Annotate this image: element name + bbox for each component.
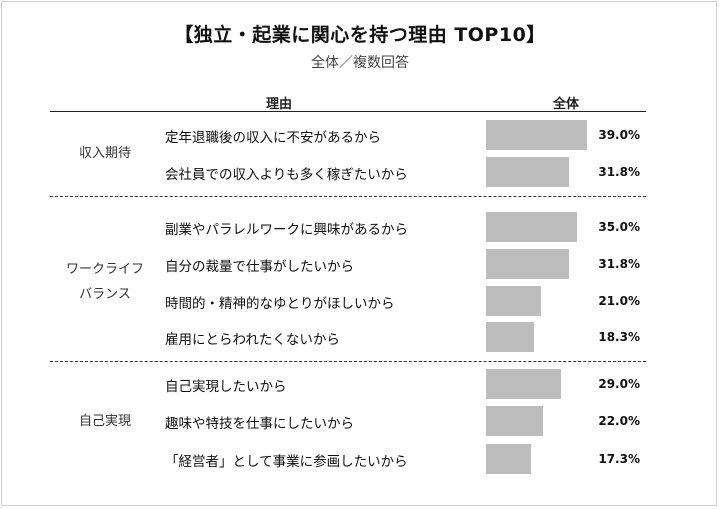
bar-track	[486, 120, 590, 150]
bar	[486, 369, 562, 399]
bar-track	[486, 322, 590, 352]
reason-label: 定年退職後の収入に不安があるから	[165, 130, 381, 146]
group-label: 自己実現	[78, 414, 131, 429]
value-column-header: 全体	[553, 97, 580, 112]
group-label: 収入期待	[78, 146, 131, 161]
bar-track	[486, 444, 590, 474]
reason-label: 雇用にとらわれたくないから	[165, 332, 340, 348]
bar-track	[486, 286, 590, 316]
group-divider	[50, 361, 646, 362]
bar-track	[486, 406, 590, 436]
group-label: ワークライフ バランス	[65, 262, 144, 302]
reason-label: 「経営者」として事業に参画したいから	[165, 454, 408, 470]
bar-track	[486, 212, 590, 242]
reason-label: 副業やパラレルワークに興味があるから	[165, 222, 408, 238]
bar	[486, 406, 544, 436]
value-label: 31.8%	[598, 165, 640, 179]
bar-track	[486, 369, 590, 399]
value-label: 39.0%	[598, 128, 640, 142]
value-label: 29.0%	[598, 377, 640, 391]
bar	[486, 286, 541, 316]
value-label: 22.0%	[598, 414, 640, 428]
bar	[486, 212, 577, 242]
bar	[486, 249, 569, 279]
bar	[486, 322, 534, 352]
reason-label: 時間的・精神的なゆとりがほしいから	[165, 296, 395, 312]
reason-column-header: 理由	[266, 97, 293, 112]
reason-label: 会社員での収入よりも多く稼ぎたいから	[165, 167, 408, 183]
header-rule	[50, 111, 646, 112]
group-divider	[50, 196, 646, 197]
reason-label: 自己実現したいから	[165, 379, 287, 395]
value-label: 35.0%	[598, 220, 640, 234]
reason-label: 趣味や特技を仕事にしたいから	[165, 416, 354, 432]
chart-title: 【独立・起業に関心を持つ理由 TOP10】	[174, 24, 546, 46]
value-label: 18.3%	[598, 330, 640, 344]
value-label: 31.8%	[598, 257, 640, 271]
bar-track	[486, 249, 590, 279]
bar	[486, 120, 588, 150]
reason-label: 自分の裁量で仕事がしたいから	[165, 259, 354, 275]
value-label: 21.0%	[598, 294, 640, 308]
bar	[486, 444, 531, 474]
bar-track	[486, 157, 590, 187]
value-label: 17.3%	[598, 452, 640, 466]
chart-subtitle: 全体／複数回答	[311, 55, 409, 71]
bar	[486, 157, 569, 187]
